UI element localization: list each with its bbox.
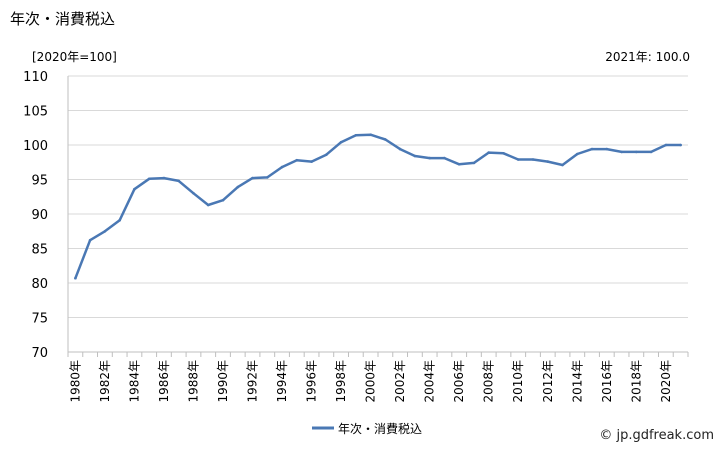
x-tick-label: 1992年 [246, 360, 260, 403]
data-point [339, 140, 343, 144]
data-point [531, 158, 535, 161]
y-tick-label: 100 [23, 139, 48, 154]
data-point [664, 143, 668, 147]
credit-text: © jp.gdfreak.com [599, 428, 714, 443]
legend: 年次・消費税込 [312, 421, 422, 436]
data-point [369, 133, 372, 136]
data-point [354, 134, 358, 137]
data-point [280, 165, 284, 169]
x-tick-label: 2020年 [659, 360, 673, 403]
data-point [251, 176, 254, 180]
data-point [605, 147, 609, 151]
data-point [266, 176, 269, 179]
data-point [502, 152, 505, 155]
data-point [103, 230, 107, 233]
legend-label: 年次・消費税込 [338, 421, 422, 436]
x-tick-label: 1990年 [216, 360, 230, 403]
data-point [398, 147, 402, 151]
data-point [206, 203, 210, 207]
x-tick-label: 2004年 [423, 360, 437, 403]
data-point [443, 156, 446, 160]
data-point [133, 187, 136, 191]
data-point [457, 163, 461, 166]
data-point [487, 151, 491, 154]
data-point [236, 185, 240, 189]
data-point [516, 158, 520, 161]
data-point [679, 143, 682, 147]
data-point [413, 154, 417, 158]
data-point [590, 147, 594, 151]
chart-title: 年次・消費税込 [10, 10, 116, 28]
x-tick-label: 1994年 [275, 360, 289, 403]
x-tick-label: 1980年 [68, 360, 82, 403]
data-point [635, 150, 638, 154]
data-point [295, 158, 299, 162]
y-tick-label: 105 [23, 105, 48, 120]
x-tick-label: 2018年 [629, 360, 643, 403]
unit-note: [2020年=100] [32, 50, 117, 64]
y-tick-label: 95 [31, 174, 48, 189]
data-point [88, 238, 92, 242]
data-point [221, 198, 225, 202]
y-tick-label: 110 [23, 70, 48, 85]
data-point [576, 152, 579, 156]
latest-value-note: 2021年: 100.0 [605, 50, 690, 64]
x-tick-label: 1988年 [186, 360, 200, 403]
y-tick-label: 90 [31, 208, 48, 223]
x-tick-label: 1982年 [98, 360, 112, 403]
y-tick-label: 75 [31, 312, 48, 327]
y-axis: 70 75 80 85 90 95 100 105 110 [23, 70, 69, 361]
y-tick-label: 80 [31, 277, 48, 292]
x-tick-label: 1986年 [157, 360, 171, 403]
x-tick-label: 2002年 [393, 360, 407, 403]
data-point [177, 179, 180, 183]
data-point [620, 150, 623, 154]
data-point [472, 161, 476, 165]
x-tick-label: 1984年 [127, 360, 141, 403]
data-point [384, 138, 387, 141]
x-tick-label: 2000年 [364, 360, 378, 403]
y-tick-label: 70 [31, 346, 48, 361]
data-point [428, 156, 432, 160]
data-point [118, 218, 121, 222]
x-tick-label: 2014年 [570, 360, 584, 403]
data-point [561, 163, 564, 167]
y-tick-label: 85 [31, 243, 48, 258]
x-axis: 1980年 1982年 1984年 1986年 1988年 1990年 1992年 1994年… [67, 351, 689, 403]
data-point [147, 177, 151, 181]
x-tick-label: 2010年 [511, 360, 525, 403]
data-point [74, 276, 77, 280]
x-tick-label: 2008年 [482, 360, 496, 403]
series-line [74, 133, 682, 280]
data-point [649, 150, 653, 154]
data-point [162, 176, 166, 180]
data-point [546, 160, 550, 163]
x-tick-label: 2006年 [452, 360, 466, 403]
grid-lines [68, 75, 688, 353]
series-layer [74, 133, 682, 280]
x-tick-label: 1996年 [305, 360, 319, 403]
x-tick-label: 2016年 [600, 360, 614, 403]
data-point [325, 153, 328, 156]
x-tick-label: 1998年 [334, 360, 348, 403]
x-tick-label: 2012年 [541, 360, 555, 403]
data-point [192, 192, 195, 195]
data-point [310, 160, 313, 163]
